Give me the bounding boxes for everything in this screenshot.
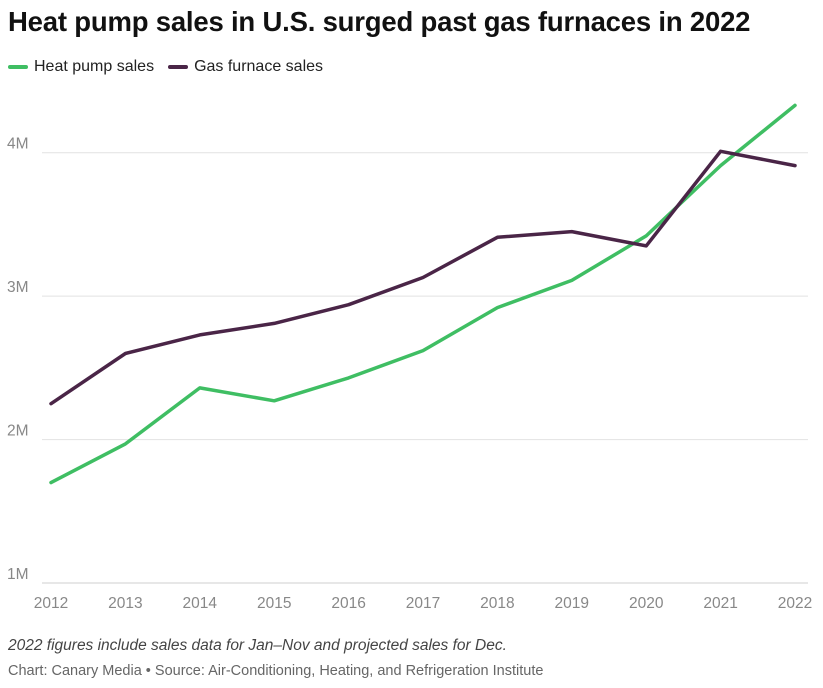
y-tick-label: 4M — [7, 136, 29, 153]
legend-swatch-gas-furnace — [168, 65, 189, 69]
x-tick-label: 2020 — [629, 595, 664, 612]
x-tick-label: 2015 — [257, 595, 291, 612]
legend-label-gas-furnace: Gas furnace sales — [194, 58, 324, 75]
y-axis-ticks: 1M 2M 3M 4M — [7, 136, 29, 583]
gas-furnace-sales-line — [49, 149, 797, 406]
legend-swatch-heat-pump — [8, 65, 28, 69]
x-tick-label: 2021 — [703, 595, 737, 612]
footnote: 2022 figures include sales data for Jan–… — [8, 637, 507, 654]
chart-title: Heat pump sales in U.S. surged past gas … — [8, 6, 751, 37]
y-tick-label: 1M — [7, 566, 29, 583]
x-tick-label: 2013 — [108, 595, 142, 612]
x-tick-label: 2012 — [34, 595, 68, 612]
series-lines — [49, 103, 797, 485]
legend-label-heat-pump: Heat pump sales — [34, 58, 155, 75]
x-tick-label: 2022 — [778, 595, 812, 612]
source-credit: Chart: Canary Media • Source: Air-Condit… — [8, 663, 544, 679]
x-tick-label: 2019 — [555, 595, 589, 612]
heat-pump-sales-line — [49, 103, 797, 485]
y-tick-label: 3M — [7, 279, 29, 296]
x-tick-label: 2017 — [406, 595, 440, 612]
legend-item-heat-pump: Heat pump sales — [8, 58, 154, 76]
x-tick-label: 2016 — [331, 595, 365, 612]
legend-item-gas-furnace: Gas furnace sales — [168, 58, 323, 76]
x-tick-label: 2014 — [183, 595, 218, 612]
gridlines — [42, 152, 808, 584]
legend: Heat pump sales Gas furnace sales — [8, 58, 323, 76]
y-tick-label: 2M — [7, 423, 29, 440]
x-tick-label: 2018 — [480, 595, 514, 612]
x-axis-ticks: 2012 2013 2014 2015 2016 2017 2018 2019 2020 2021… — [34, 595, 812, 612]
